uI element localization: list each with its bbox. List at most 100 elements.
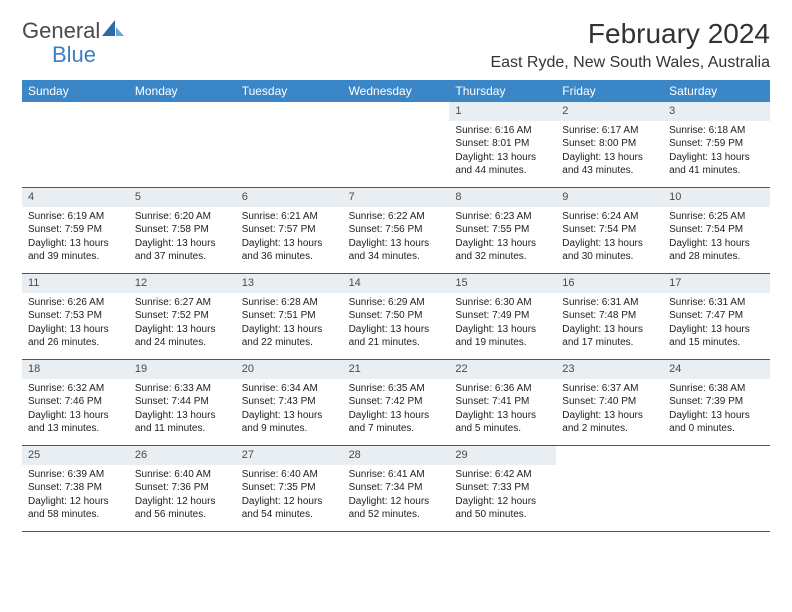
weekday-header: Sunday bbox=[22, 80, 129, 102]
day-number: 26 bbox=[129, 446, 236, 465]
daylight-line: Daylight: 13 hours and 43 minutes. bbox=[562, 151, 657, 178]
day-number: 21 bbox=[343, 360, 450, 379]
sunrise-line: Sunrise: 6:19 AM bbox=[28, 210, 123, 224]
calendar-day: 19Sunrise: 6:33 AMSunset: 7:44 PMDayligh… bbox=[129, 360, 236, 445]
sunset-line: Sunset: 7:39 PM bbox=[669, 395, 764, 409]
sunset-line: Sunset: 7:40 PM bbox=[562, 395, 657, 409]
sunset-line: Sunset: 7:48 PM bbox=[562, 309, 657, 323]
calendar-day bbox=[343, 102, 450, 187]
sunset-line: Sunset: 7:35 PM bbox=[242, 481, 337, 495]
day-number: 4 bbox=[22, 188, 129, 207]
sunset-line: Sunset: 8:00 PM bbox=[562, 137, 657, 151]
daylight-line: Daylight: 13 hours and 34 minutes. bbox=[349, 237, 444, 264]
day-number bbox=[22, 102, 129, 121]
daylight-line: Daylight: 12 hours and 52 minutes. bbox=[349, 495, 444, 522]
day-number: 15 bbox=[449, 274, 556, 293]
daylight-line: Daylight: 13 hours and 26 minutes. bbox=[28, 323, 123, 350]
calendar-day: 29Sunrise: 6:42 AMSunset: 7:33 PMDayligh… bbox=[449, 446, 556, 531]
calendar-week: 4Sunrise: 6:19 AMSunset: 7:59 PMDaylight… bbox=[22, 188, 770, 274]
day-number: 16 bbox=[556, 274, 663, 293]
calendar-day: 9Sunrise: 6:24 AMSunset: 7:54 PMDaylight… bbox=[556, 188, 663, 273]
sunrise-line: Sunrise: 6:34 AM bbox=[242, 382, 337, 396]
calendar-day bbox=[236, 102, 343, 187]
brand-text-2: Blue bbox=[52, 44, 96, 66]
weekday-header: Thursday bbox=[449, 80, 556, 102]
day-number: 8 bbox=[449, 188, 556, 207]
daylight-line: Daylight: 13 hours and 11 minutes. bbox=[135, 409, 230, 436]
day-number: 1 bbox=[449, 102, 556, 121]
day-number: 17 bbox=[663, 274, 770, 293]
sunset-line: Sunset: 7:46 PM bbox=[28, 395, 123, 409]
sunrise-line: Sunrise: 6:42 AM bbox=[455, 468, 550, 482]
calendar-week: 1Sunrise: 6:16 AMSunset: 8:01 PMDaylight… bbox=[22, 102, 770, 188]
sunset-line: Sunset: 7:43 PM bbox=[242, 395, 337, 409]
day-number: 28 bbox=[343, 446, 450, 465]
sunset-line: Sunset: 7:33 PM bbox=[455, 481, 550, 495]
sunrise-line: Sunrise: 6:40 AM bbox=[135, 468, 230, 482]
day-number: 24 bbox=[663, 360, 770, 379]
day-number: 3 bbox=[663, 102, 770, 121]
day-number: 5 bbox=[129, 188, 236, 207]
calendar-day: 3Sunrise: 6:18 AMSunset: 7:59 PMDaylight… bbox=[663, 102, 770, 187]
calendar-day: 8Sunrise: 6:23 AMSunset: 7:55 PMDaylight… bbox=[449, 188, 556, 273]
weekday-header: Saturday bbox=[663, 80, 770, 102]
daylight-line: Daylight: 13 hours and 44 minutes. bbox=[455, 151, 550, 178]
day-number bbox=[129, 102, 236, 121]
weekday-header-row: SundayMondayTuesdayWednesdayThursdayFrid… bbox=[22, 80, 770, 102]
calendar-day: 12Sunrise: 6:27 AMSunset: 7:52 PMDayligh… bbox=[129, 274, 236, 359]
daylight-line: Daylight: 13 hours and 7 minutes. bbox=[349, 409, 444, 436]
sunrise-line: Sunrise: 6:21 AM bbox=[242, 210, 337, 224]
sunset-line: Sunset: 7:44 PM bbox=[135, 395, 230, 409]
day-number: 7 bbox=[343, 188, 450, 207]
calendar-day: 20 Sunrise: 6:34 AMSunset: 7:43 PMDayligh… bbox=[236, 360, 343, 445]
sunset-line: Sunset: 7:59 PM bbox=[669, 137, 764, 151]
sunset-line: Sunset: 7:38 PM bbox=[28, 481, 123, 495]
day-number: 18 bbox=[22, 360, 129, 379]
calendar-day bbox=[22, 102, 129, 187]
sunrise-line: Sunrise: 6:32 AM bbox=[28, 382, 123, 396]
calendar-day: 22Sunrise: 6:36 AMSunset: 7:41 PMDayligh… bbox=[449, 360, 556, 445]
day-number: 6 bbox=[236, 188, 343, 207]
sunrise-line: Sunrise: 6:18 AM bbox=[669, 124, 764, 138]
brand-text-1: General bbox=[22, 20, 100, 42]
weekday-header: Monday bbox=[129, 80, 236, 102]
day-number: 23 bbox=[556, 360, 663, 379]
calendar-day: 6Sunrise: 6:21 AMSunset: 7:57 PMDaylight… bbox=[236, 188, 343, 273]
day-number: 14 bbox=[343, 274, 450, 293]
calendar-day bbox=[556, 446, 663, 531]
daylight-line: Daylight: 13 hours and 15 minutes. bbox=[669, 323, 764, 350]
sunset-line: Sunset: 7:56 PM bbox=[349, 223, 444, 237]
calendar-day: 27Sunrise: 6:40 AMSunset: 7:35 PMDayligh… bbox=[236, 446, 343, 531]
sunset-line: Sunset: 7:49 PM bbox=[455, 309, 550, 323]
brand-logo: General Blue bbox=[22, 18, 124, 66]
sunrise-line: Sunrise: 6:25 AM bbox=[669, 210, 764, 224]
daylight-line: Daylight: 12 hours and 58 minutes. bbox=[28, 495, 123, 522]
sunset-line: Sunset: 8:01 PM bbox=[455, 137, 550, 151]
sunset-line: Sunset: 7:51 PM bbox=[242, 309, 337, 323]
day-number: 13 bbox=[236, 274, 343, 293]
day-number: 25 bbox=[22, 446, 129, 465]
sunset-line: Sunset: 7:55 PM bbox=[455, 223, 550, 237]
calendar-day: 2Sunrise: 6:17 AMSunset: 8:00 PMDaylight… bbox=[556, 102, 663, 187]
calendar-day: 18 Sunrise: 6:32 AMSunset: 7:46 PMDayligh… bbox=[22, 360, 129, 445]
day-number: 27 bbox=[236, 446, 343, 465]
calendar-day: 23 Sunrise: 6:37 AMSunset: 7:40 PMDayligh… bbox=[556, 360, 663, 445]
sail-icon bbox=[102, 18, 124, 42]
daylight-line: Daylight: 13 hours and 9 minutes. bbox=[242, 409, 337, 436]
sunrise-line: Sunrise: 6:30 AM bbox=[455, 296, 550, 310]
sunrise-line: Sunrise: 6:31 AM bbox=[669, 296, 764, 310]
daylight-line: Daylight: 13 hours and 13 minutes. bbox=[28, 409, 123, 436]
sunrise-line: Sunrise: 6:17 AM bbox=[562, 124, 657, 138]
day-number: 19 bbox=[129, 360, 236, 379]
calendar-day: 25Sunrise: 6:39 AMSunset: 7:38 PMDayligh… bbox=[22, 446, 129, 531]
day-number: 9 bbox=[556, 188, 663, 207]
weekday-header: Wednesday bbox=[343, 80, 450, 102]
month-title: February 2024 bbox=[490, 18, 770, 50]
daylight-line: Daylight: 13 hours and 2 minutes. bbox=[562, 409, 657, 436]
sunrise-line: Sunrise: 6:37 AM bbox=[562, 382, 657, 396]
calendar-day bbox=[129, 102, 236, 187]
day-number: 20 bbox=[236, 360, 343, 379]
day-number bbox=[236, 102, 343, 121]
daylight-line: Daylight: 13 hours and 21 minutes. bbox=[349, 323, 444, 350]
day-number: 29 bbox=[449, 446, 556, 465]
